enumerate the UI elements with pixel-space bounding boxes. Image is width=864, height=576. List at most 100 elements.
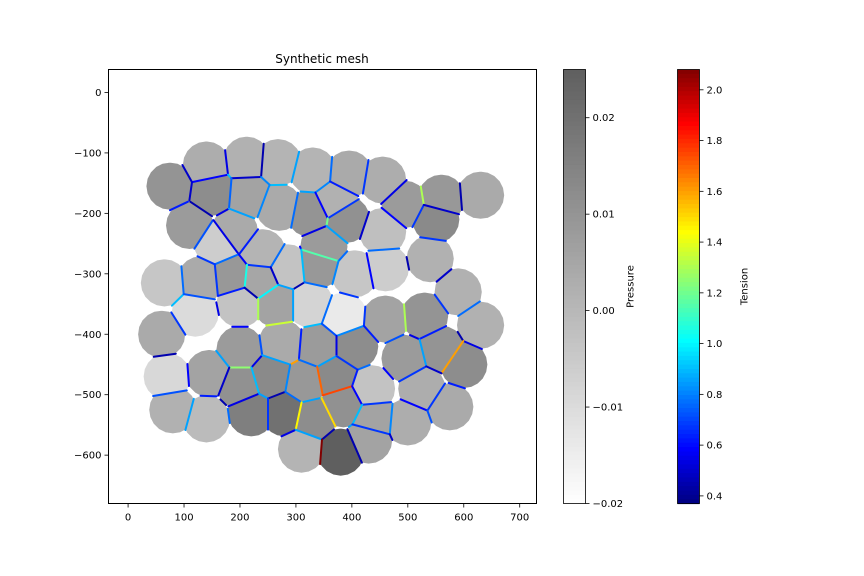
mesh-edge: [329, 180, 360, 197]
colorbar-swatch: [677, 73, 700, 79]
colorbar-swatch: [563, 355, 586, 361]
mesh-edge: [440, 340, 465, 375]
colorbar-swatch: [677, 338, 700, 344]
colorbar-swatch: [563, 256, 586, 262]
mesh-edge: [250, 366, 261, 395]
mesh-edge: [367, 247, 401, 252]
mesh-edge: [457, 300, 481, 317]
colorbar-swatch: [563, 494, 586, 500]
mesh-edge: [335, 355, 359, 371]
colorbar-swatch: [677, 490, 700, 496]
mesh-edge: [182, 293, 216, 301]
axes-frame: [108, 69, 537, 504]
mesh-edge: [230, 176, 263, 180]
mesh-edge: [325, 217, 329, 227]
colorbar-swatch: [677, 377, 700, 383]
mesh-edge: [301, 224, 328, 238]
colorbar-swatch: [563, 460, 586, 466]
mesh-edge: [303, 281, 328, 289]
mesh-edge: [213, 253, 240, 266]
colorbar-swatch: [677, 473, 700, 479]
mesh-edge: [189, 200, 213, 218]
colorbar-swatch: [563, 112, 586, 118]
colorbar-swatch: [677, 425, 700, 431]
colorbar-swatch: [677, 360, 700, 366]
mesh-edge: [181, 164, 193, 184]
colorbar-swatch: [563, 225, 586, 231]
colorbar-swatch: [677, 212, 700, 218]
mesh-edge: [196, 255, 216, 266]
colorbar-swatch: [563, 234, 586, 240]
colorbar-swatch: [677, 460, 700, 466]
mesh-edge: [365, 252, 375, 290]
mesh-edge: [289, 358, 300, 366]
colorbar-swatch: [563, 230, 586, 236]
pressure-label: Pressure: [626, 265, 637, 308]
x-tick-label: 0: [125, 513, 131, 524]
colorbar-swatch: [677, 464, 700, 470]
colorbar-swatch: [677, 282, 700, 288]
colorbar-swatch: [563, 151, 586, 157]
colorbar-swatch: [563, 442, 586, 448]
colorbar-swatch: [563, 347, 586, 353]
colorbar-swatch: [677, 334, 700, 340]
colorbar-swatch: [677, 468, 700, 474]
mesh-edge: [405, 256, 411, 271]
mesh-edge: [170, 311, 187, 336]
colorbar-swatch: [563, 182, 586, 188]
colorbar-swatch: [677, 138, 700, 144]
x-tick-label: 100: [174, 513, 193, 524]
colorbar-swatch: [563, 455, 586, 461]
mesh-edge: [418, 325, 448, 341]
mesh-edge: [411, 203, 425, 229]
mesh-cell: [389, 398, 433, 447]
mesh-edge: [419, 185, 425, 206]
colorbar-swatch: [677, 247, 700, 253]
colorbar-swatch: [677, 238, 700, 244]
mesh-edge: [456, 330, 465, 342]
colorbar-swatch: [563, 117, 586, 123]
colorbar-swatch: [563, 447, 586, 453]
colorbar-swatch: [677, 199, 700, 205]
colorbar-swatch: [677, 442, 700, 448]
colorbar-swatch: [677, 182, 700, 188]
colorbar-frame: [563, 69, 586, 504]
colorbar-tick-label: 1.6: [707, 187, 723, 198]
colorbar-swatch: [677, 390, 700, 396]
colorbar-swatch: [677, 156, 700, 162]
mesh-cell: [426, 382, 475, 432]
colorbar-swatch: [677, 121, 700, 127]
mesh-edge: [382, 367, 395, 380]
colorbar-swatch: [677, 347, 700, 353]
colorbar-swatch: [563, 338, 586, 344]
mesh-edge: [280, 428, 297, 438]
colorbar-swatch: [563, 468, 586, 474]
colorbars: 0.02 0.01 0.00 −0.01 −0.02 Pressure 2.0 1.8 1.6 1…: [563, 69, 751, 510]
colorbar-swatch: [677, 195, 700, 201]
colorbar-swatch: [677, 104, 700, 110]
mesh-edge: [217, 366, 231, 397]
x-tick-label: 300: [286, 513, 305, 524]
mesh-edge: [258, 392, 269, 400]
colorbar-swatch: [677, 299, 700, 305]
colorbar-swatch: [677, 99, 700, 105]
colorbar-swatch: [677, 355, 700, 361]
colorbar-tick-label: 0.01: [593, 210, 615, 221]
colorbar-swatch: [677, 260, 700, 266]
colorbar-swatch: [677, 290, 700, 296]
colorbar-swatch: [677, 295, 700, 301]
colorbar-tick-label: 0.6: [707, 441, 723, 452]
colorbar-swatch: [563, 421, 586, 426]
edges-layer: [152, 142, 483, 466]
mesh-edge: [303, 322, 323, 329]
colorbar-swatch: [563, 160, 586, 166]
mesh-edge: [321, 385, 354, 397]
colorbar-swatch: [677, 108, 700, 114]
colorbar-swatch: [677, 499, 700, 505]
mesh-edge: [243, 263, 248, 289]
mesh-edge: [335, 324, 365, 337]
colorbar-swatch: [677, 221, 700, 227]
colorbar-swatch: [677, 481, 700, 487]
colorbar-swatch: [563, 82, 586, 88]
